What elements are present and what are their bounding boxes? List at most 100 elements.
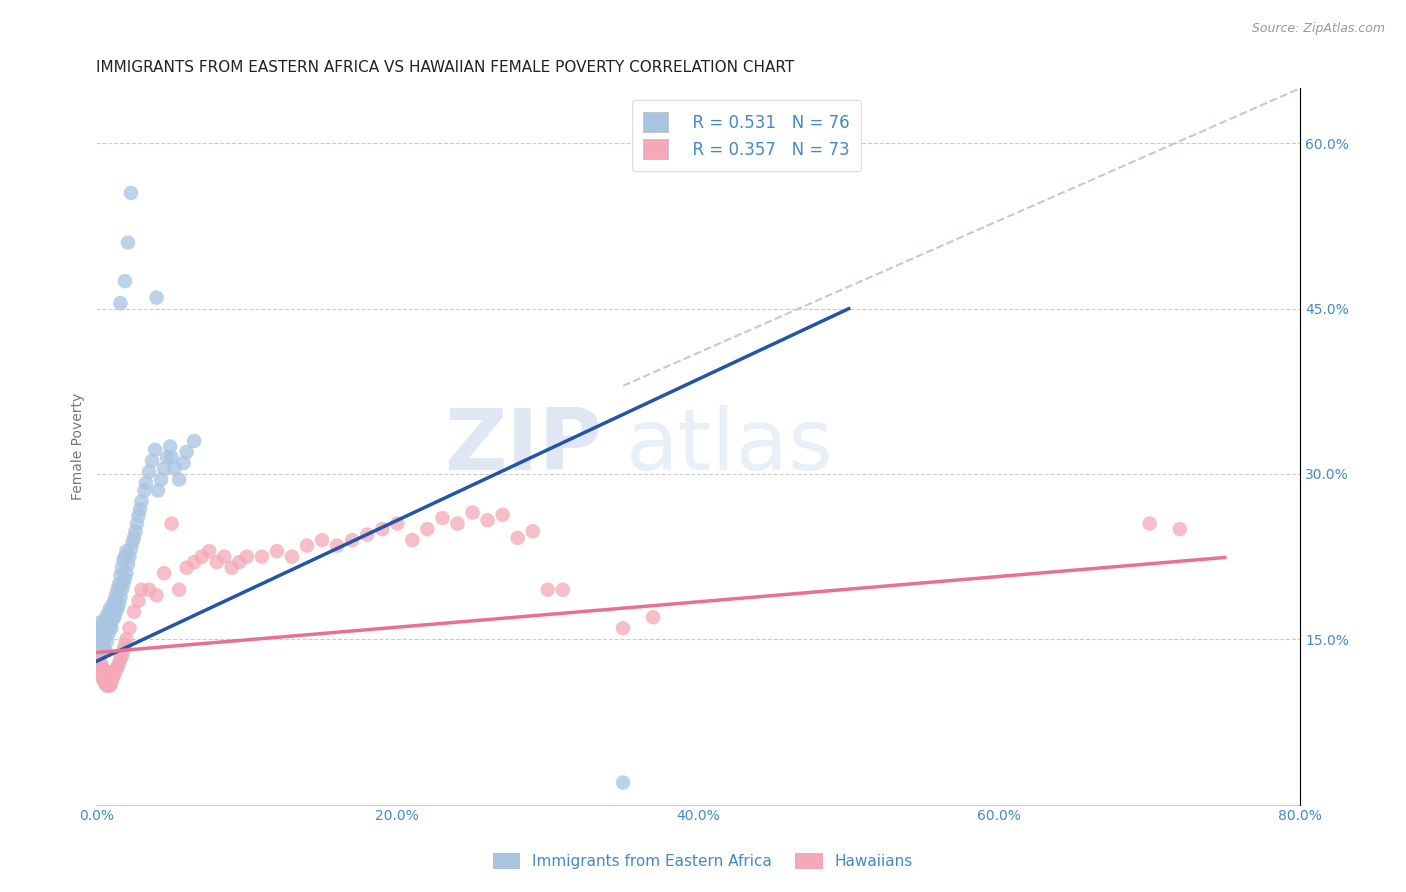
Point [108, 597, 131, 611]
Point [167, 582, 190, 597]
Point [96, 621, 118, 635]
Point [153, 566, 176, 581]
Point [446, 516, 468, 531]
Point [138, 465, 160, 479]
Point [91, 660, 114, 674]
Point [176, 560, 198, 574]
Point [522, 524, 544, 539]
Point [127, 593, 149, 607]
Point [103, 667, 125, 681]
Point [89, 663, 111, 677]
Point [432, 511, 454, 525]
Legend: Immigrants from Eastern Africa, Hawaiians: Immigrants from Eastern Africa, Hawaiian… [486, 847, 920, 875]
Text: ZIP: ZIP [444, 405, 602, 488]
Point [1168, 522, 1191, 536]
Point [89, 627, 111, 641]
Point [198, 544, 221, 558]
Point [212, 549, 235, 564]
Point [110, 296, 132, 310]
Point [90, 667, 112, 681]
Point [340, 533, 363, 548]
Point [163, 461, 186, 475]
Point [146, 483, 169, 498]
Point [90, 657, 112, 671]
Point [250, 549, 273, 564]
Point [159, 439, 181, 453]
Text: Source: ZipAtlas.com: Source: ZipAtlas.com [1251, 22, 1385, 36]
Point [221, 560, 243, 574]
Point [153, 461, 176, 475]
Point [114, 572, 136, 586]
Point [205, 555, 228, 569]
Point [122, 605, 145, 619]
Point [176, 445, 198, 459]
Point [416, 522, 439, 536]
Point [135, 475, 157, 490]
Point [96, 634, 118, 648]
Point [97, 679, 120, 693]
Point [356, 527, 378, 541]
Point [371, 522, 394, 536]
Point [115, 544, 138, 558]
Point [131, 582, 153, 597]
Point [96, 608, 118, 623]
Point [93, 641, 115, 656]
Point [112, 553, 135, 567]
Text: atlas: atlas [626, 405, 834, 488]
Point [101, 671, 124, 685]
Point [93, 674, 115, 689]
Point [89, 652, 111, 666]
Point [141, 454, 163, 468]
Point [107, 582, 129, 597]
Point [160, 516, 183, 531]
Point [97, 612, 120, 626]
Point [124, 524, 146, 539]
Point [641, 610, 664, 624]
Point [110, 652, 132, 666]
Point [87, 632, 110, 647]
Point [94, 665, 117, 680]
Point [236, 549, 259, 564]
Point [477, 513, 499, 527]
Point [87, 657, 110, 671]
Point [461, 506, 484, 520]
Point [114, 549, 136, 564]
Point [100, 676, 122, 690]
Point [143, 442, 166, 457]
Point [97, 627, 120, 641]
Point [110, 568, 132, 582]
Point [295, 539, 318, 553]
Point [114, 638, 136, 652]
Point [96, 679, 118, 693]
Point [94, 612, 117, 626]
Point [160, 450, 183, 465]
Point [612, 621, 634, 635]
Point [98, 601, 121, 615]
Point [115, 632, 138, 647]
Point [90, 630, 112, 644]
Point [401, 533, 423, 548]
Point [100, 665, 122, 680]
Point [183, 434, 205, 448]
Point [87, 621, 110, 635]
Point [111, 560, 134, 574]
Point [91, 624, 114, 638]
Point [100, 605, 122, 619]
Point [537, 582, 560, 597]
Point [125, 516, 148, 531]
Point [90, 619, 112, 633]
Point [145, 291, 167, 305]
Point [138, 582, 160, 597]
Point [103, 593, 125, 607]
Legend:   R = 0.531   N = 76,   R = 0.357   N = 73: R = 0.531 N = 76, R = 0.357 N = 73 [631, 100, 860, 171]
Point [612, 775, 634, 789]
Point [107, 660, 129, 674]
Point [120, 541, 142, 556]
Point [118, 549, 141, 564]
Point [118, 621, 141, 635]
Point [108, 577, 131, 591]
Point [117, 558, 139, 572]
Point [98, 619, 121, 633]
Point [104, 663, 127, 677]
Point [228, 555, 250, 569]
